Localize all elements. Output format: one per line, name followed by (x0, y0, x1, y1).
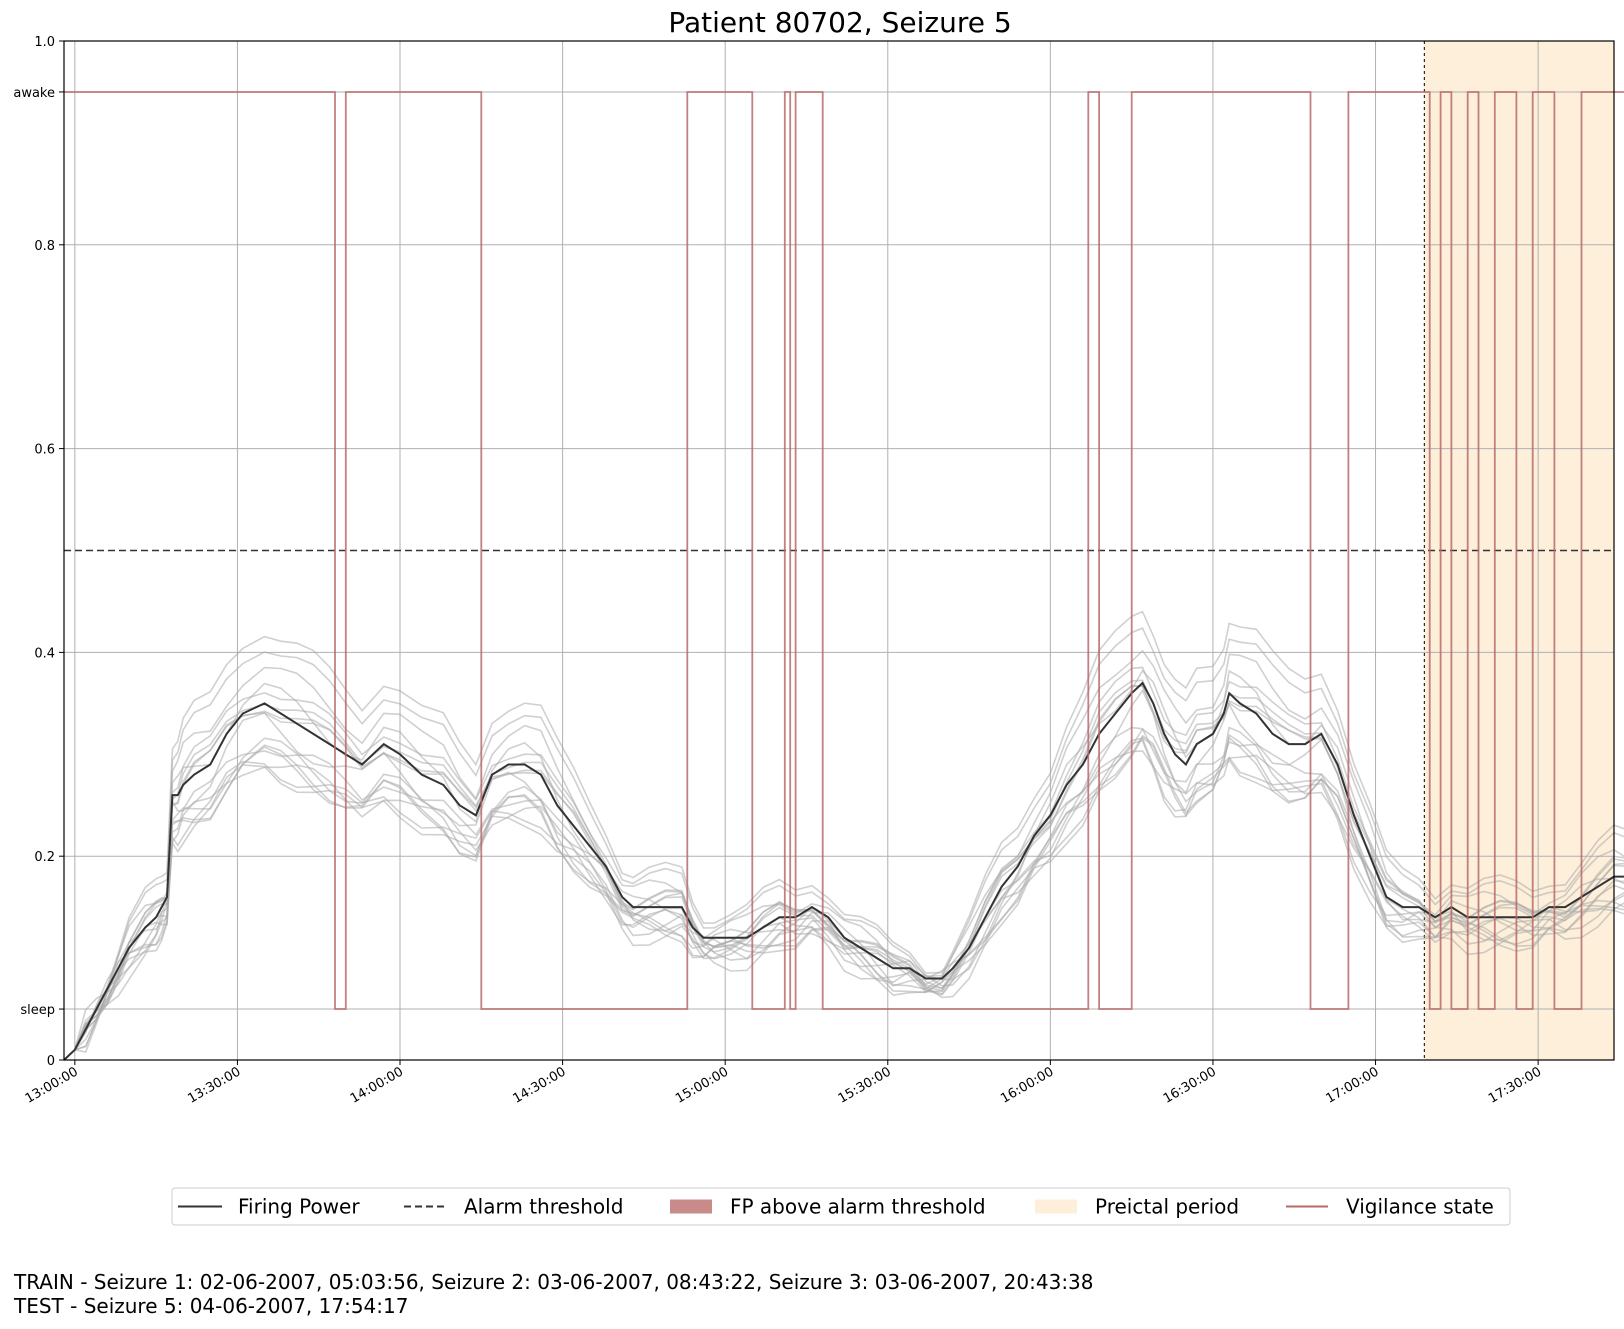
plot-frame (63, 40, 1615, 1061)
y-tick-label: 0.6 (34, 443, 55, 458)
firing-power-run-line (63, 627, 1624, 1061)
chart-title: Patient 80702, Seizure 5 (668, 6, 1011, 39)
x-tick-label: 14:30:00 (511, 1064, 569, 1106)
y-tick-label: awake (13, 86, 55, 101)
plot-area: 0 sleep 0.2 0.4 0.6 0.8 awake 1.0 13:00:00 13:30:… (13, 35, 1624, 1107)
legend: Firing Power Alarm threshold FP above alar… (171, 1187, 1511, 1226)
firing-power-run-line (63, 649, 1624, 1061)
x-tick-label: 14:00:00 (348, 1064, 406, 1106)
firing-power-run-line (63, 685, 1624, 1061)
firing-power-run-line (63, 669, 1624, 1061)
firing-power-run-line (63, 684, 1624, 1061)
footer-train-line: TRAIN - Seizure 1: 02-06-2007, 05:03:56,… (14, 1270, 1094, 1294)
y-tick-label: 1.0 (34, 35, 55, 50)
firing-power-run-line (63, 733, 1624, 1061)
firing-power-run-line (63, 750, 1624, 1061)
firing-power-line (63, 681, 1624, 1061)
firing-power-run-line (63, 726, 1624, 1061)
firing-power-run-line (63, 610, 1624, 1061)
y-tick-label: 0.8 (34, 239, 55, 254)
x-tick-label: 15:00:00 (673, 1064, 731, 1106)
vigilance-state-line (64, 91, 1624, 1010)
x-tick-label: 13:00:00 (23, 1064, 81, 1106)
legend-label: FP above alarm threshold (730, 1195, 986, 1219)
legend-label: Preictal period (1095, 1195, 1239, 1219)
y-tick-label: 0.4 (34, 646, 55, 661)
x-tick-label: 16:30:00 (1161, 1064, 1219, 1106)
x-tick-label: 17:30:00 (1486, 1064, 1544, 1106)
firing-power-run-line (63, 726, 1624, 1061)
x-tick-label: 15:30:00 (836, 1064, 894, 1106)
firing-power-run-line (63, 679, 1624, 1061)
firing-power-run-line (63, 666, 1624, 1061)
y-tick-label: 0.2 (34, 850, 55, 865)
legend-preictal-swatch (1035, 1199, 1077, 1214)
legend-box (171, 1187, 1511, 1226)
legend-fp-above-swatch (670, 1199, 712, 1214)
footer-seizure-info: TRAIN - Seizure 1: 02-06-2007, 05:03:56,… (14, 1270, 1094, 1318)
legend-label: Firing Power (238, 1195, 360, 1219)
x-tick-label: 16:00:00 (998, 1064, 1056, 1106)
y-tick-label: 0 (47, 1054, 55, 1069)
x-tick-label: 13:30:00 (185, 1064, 243, 1106)
legend-label: Alarm threshold (464, 1195, 623, 1219)
x-tick-label: 17:00:00 (1323, 1064, 1381, 1106)
legend-label: Vigilance state (1346, 1195, 1494, 1219)
firing-power-run-line (63, 736, 1624, 1061)
firing-power-run-line (63, 689, 1624, 1061)
y-tick-label: sleep (20, 1003, 55, 1018)
footer-test-line: TEST - Seizure 5: 04-06-2007, 17:54:17 (14, 1294, 409, 1318)
